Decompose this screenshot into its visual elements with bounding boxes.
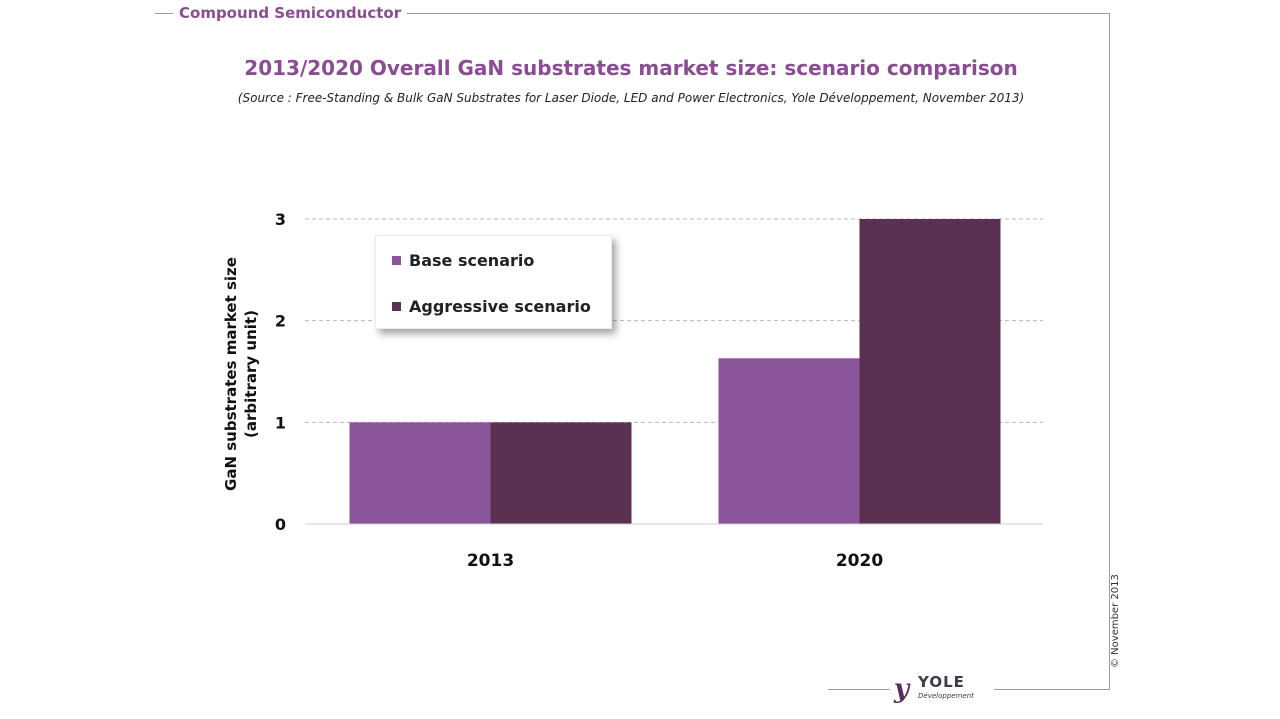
y-axis-label: GaN substrates market size (222, 257, 240, 491)
x-tick-label: 2020 (836, 551, 883, 571)
logo-wordmark: YOLE (918, 673, 965, 691)
legend-swatch-aggressive (392, 301, 401, 311)
x-tick-label: 2013 (467, 551, 514, 571)
bar-2013-series-1 (490, 422, 632, 524)
legend-item-base: Base scenario (392, 249, 534, 271)
y-tick-label: 1 (275, 413, 286, 432)
frame-top-line (155, 13, 1110, 14)
yole-logo: y YOLE Développement (892, 668, 992, 712)
chart-subtitle: (Source : Free-Standing & Bulk GaN Subst… (237, 91, 1025, 105)
logo-mark-icon: y (894, 674, 910, 704)
brand-label: Compound Semiconductor (173, 4, 408, 23)
legend-swatch-base (392, 255, 401, 265)
y-tick-label: 0 (275, 515, 286, 534)
bar-2013-series-0 (349, 422, 491, 524)
bar-2020-series-1 (859, 219, 1001, 524)
legend-label-aggressive: Aggressive scenario (409, 296, 591, 316)
frame-right-line (1109, 13, 1110, 689)
legend-label-base: Base scenario (409, 250, 535, 270)
chart-title: 2013/2020 Overall GaN substrates market … (244, 56, 1018, 80)
logo-subtext: Développement (918, 692, 974, 700)
frame-bottom-line-left (828, 689, 890, 690)
legend-item-aggressive: Aggressive scenario (392, 295, 591, 317)
bar-2020-series-0 (718, 358, 860, 524)
frame-bottom-line-right (994, 689, 1110, 690)
y-tick-labels: 0 1 2 3 (275, 210, 286, 534)
y-tick-label: 3 (275, 210, 286, 229)
x-tick-labels: 2013 2020 (467, 551, 883, 571)
chart-legend: Base scenario Aggressive scenario (375, 235, 612, 329)
bars (349, 219, 1001, 524)
y-tick-label: 2 (275, 312, 286, 331)
copyright-note: © November 2013 (1110, 574, 1121, 668)
y-axis-sublabel: (arbitrary unit) (242, 310, 260, 438)
